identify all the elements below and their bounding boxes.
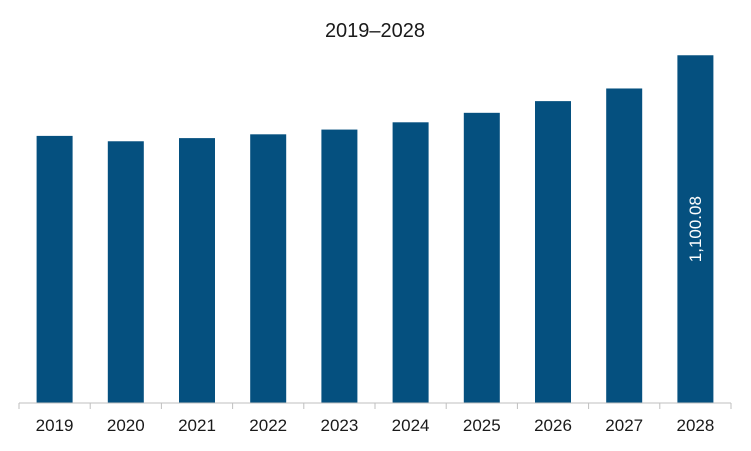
x-tick-label: 2027 — [605, 416, 643, 435]
x-tick-label: 2024 — [392, 416, 430, 435]
bar-2019 — [36, 135, 73, 403]
bar-2028 — [677, 55, 714, 403]
bar-2025 — [463, 112, 500, 404]
x-tick-label: 2020 — [107, 416, 145, 435]
x-tick-label: 2025 — [463, 416, 501, 435]
x-tick-label: 2028 — [676, 416, 714, 435]
bar-2026 — [535, 101, 571, 404]
chart-title: 2019–2028 — [325, 20, 425, 42]
bar-2022 — [250, 134, 287, 404]
x-tick-label: 2023 — [320, 416, 358, 435]
bar-2027 — [606, 88, 643, 403]
data-labels: 1,100.08 — [686, 196, 705, 262]
bar-2020 — [107, 141, 144, 403]
bar-2023 — [321, 129, 358, 404]
x-axis-ticks — [18, 403, 732, 409]
data-label-2028: 1,100.08 — [686, 196, 705, 262]
bar-2021 — [179, 138, 215, 403]
bar-2024 — [392, 122, 429, 403]
x-tick-labels: 2019 2020 2021 2022 2023 2024 2025 2026 2027 2028 — [36, 416, 715, 435]
x-tick-label: 2021 — [178, 416, 216, 435]
x-tick-label: 2022 — [249, 416, 287, 435]
x-tick-label: 2019 — [36, 416, 74, 435]
x-tick-label: 2026 — [534, 416, 572, 435]
bars-group — [36, 55, 714, 404]
